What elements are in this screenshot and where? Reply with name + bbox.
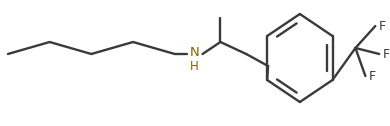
- Text: F: F: [383, 48, 390, 60]
- Text: N: N: [190, 46, 199, 59]
- Text: F: F: [369, 70, 376, 83]
- Text: H: H: [190, 59, 199, 72]
- Text: F: F: [379, 20, 386, 33]
